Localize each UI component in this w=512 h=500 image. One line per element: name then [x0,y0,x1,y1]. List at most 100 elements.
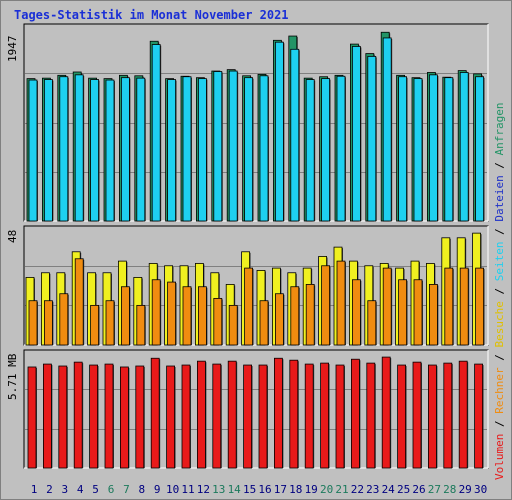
bar-seiten-day-14 [228,70,238,222]
bar-seiten-day-6 [105,79,115,222]
x-tick-label: 23 [366,483,379,496]
bar-volumen-day-12 [196,360,206,469]
bar-rechner-day-5 [90,304,99,346]
bar-volumen-day-26 [412,361,422,469]
x-tick-label: 30 [474,483,487,496]
bar-seiten-day-27 [428,74,438,222]
x-tick-label: 16 [258,483,271,496]
x-tick-label: 15 [243,483,256,496]
bar-volumen-day-15 [243,364,253,469]
bar-rechner-day-4 [74,258,84,346]
bar-seiten-day-20 [321,78,331,222]
bar-volumen-day-7 [120,366,129,469]
x-tick-label: 17 [274,483,287,496]
bar-volumen-day-8 [135,365,145,469]
bar-volumen-day-25 [397,364,407,469]
bar-rechner-day-15 [244,267,254,346]
bar-rechner-day-27 [428,284,438,346]
bar-volumen-day-6 [104,363,114,469]
bar-volumen-day-30 [474,363,484,469]
x-tick-label: 5 [92,483,99,496]
x-tick-label: 11 [181,483,194,496]
bar-seiten-day-11 [182,76,192,222]
bar-volumen-day-13 [212,363,222,469]
bar-rechner-day-6 [105,300,115,346]
bar-rechner-day-11 [182,286,192,346]
bar-seiten-day-12 [197,78,207,222]
bar-volumen-day-23 [366,362,376,469]
bar-rechner-day-14 [228,304,238,346]
x-tick-label: 29 [459,483,472,496]
bar-seiten-day-2 [44,79,53,222]
bar-seiten-day-1 [28,79,38,222]
bar-volumen-day-4 [73,361,83,469]
bar-volumen-day-21 [335,364,345,469]
bar-volumen-day-11 [181,364,191,469]
bar-seiten-day-16 [259,75,269,222]
bar-seiten-day-25 [398,76,408,222]
bar-rechner-day-7 [121,286,130,346]
bar-seiten-day-9 [151,44,161,222]
bar-rechner-day-24 [382,267,392,346]
x-tick-label: 12 [197,483,210,496]
bar-rechner-day-9 [151,279,161,346]
x-tick-label: 10 [166,483,179,496]
x-tick-label: 22 [351,483,364,496]
chart-title: Tages-Statistik im Monat November 2021 [14,8,289,22]
bar-seiten-day-15 [244,77,254,222]
bar-volumen-day-10 [166,365,176,469]
x-tick-label: 9 [154,483,161,496]
bar-seiten-day-7 [121,77,130,222]
bar-volumen-day-19 [304,363,314,469]
bar-volumen-day-5 [89,364,98,469]
panel-2-area [23,349,489,469]
bar-seiten-day-21 [336,75,346,222]
bar-volumen-day-2 [43,363,52,469]
x-tick-label: 26 [412,483,425,496]
bar-seiten-day-10 [167,79,177,222]
bar-rechner-day-25 [398,279,408,346]
x-tick-label: 1 [31,483,38,496]
bar-volumen-day-17 [273,357,283,469]
bar-volumen-day-29 [458,360,468,469]
x-tick-label: 20 [320,483,333,496]
bar-rechner-day-17 [274,293,284,346]
bar-rechner-day-8 [136,304,146,346]
bar-seiten-day-29 [459,72,469,222]
bar-rechner-day-19 [305,284,315,346]
bar-rechner-day-23 [367,300,377,346]
bar-volumen-day-9 [150,357,160,469]
x-tick-label: 21 [335,483,348,496]
bar-seiten-day-26 [413,78,423,222]
bar-rechner-day-2 [44,300,53,346]
bar-rechner-day-30 [475,267,485,346]
x-tick-label: 14 [228,483,242,496]
bar-seiten-day-30 [475,76,485,222]
x-tick-label: 7 [123,483,130,496]
bar-seiten-day-18 [290,48,300,222]
x-tick-label: 18 [289,483,302,496]
bar-seiten-day-3 [59,76,69,222]
bar-volumen-day-27 [427,364,437,469]
bar-rechner-day-21 [336,260,346,346]
bar-volumen-day-3 [58,365,68,469]
bar-rechner-day-1 [28,300,38,346]
bar-rechner-day-16 [259,300,269,346]
x-tick-label: 13 [212,483,225,496]
x-tick-label: 28 [443,483,456,496]
x-tick-label: 19 [305,483,318,496]
bar-rechner-day-20 [321,265,331,346]
bar-rechner-day-12 [197,286,207,346]
bar-seiten-day-17 [274,41,284,222]
x-tick-label: 3 [61,483,68,496]
x-tick-label: 25 [397,483,410,496]
panel-0-area [23,23,489,222]
bar-seiten-day-5 [90,79,99,222]
x-tick-label: 2 [46,483,53,496]
bar-rechner-day-26 [413,279,423,346]
bar-seiten-day-4 [74,74,84,222]
bar-seiten-day-22 [351,46,361,222]
bar-rechner-day-10 [167,281,177,346]
x-tick-label: 24 [382,483,396,496]
